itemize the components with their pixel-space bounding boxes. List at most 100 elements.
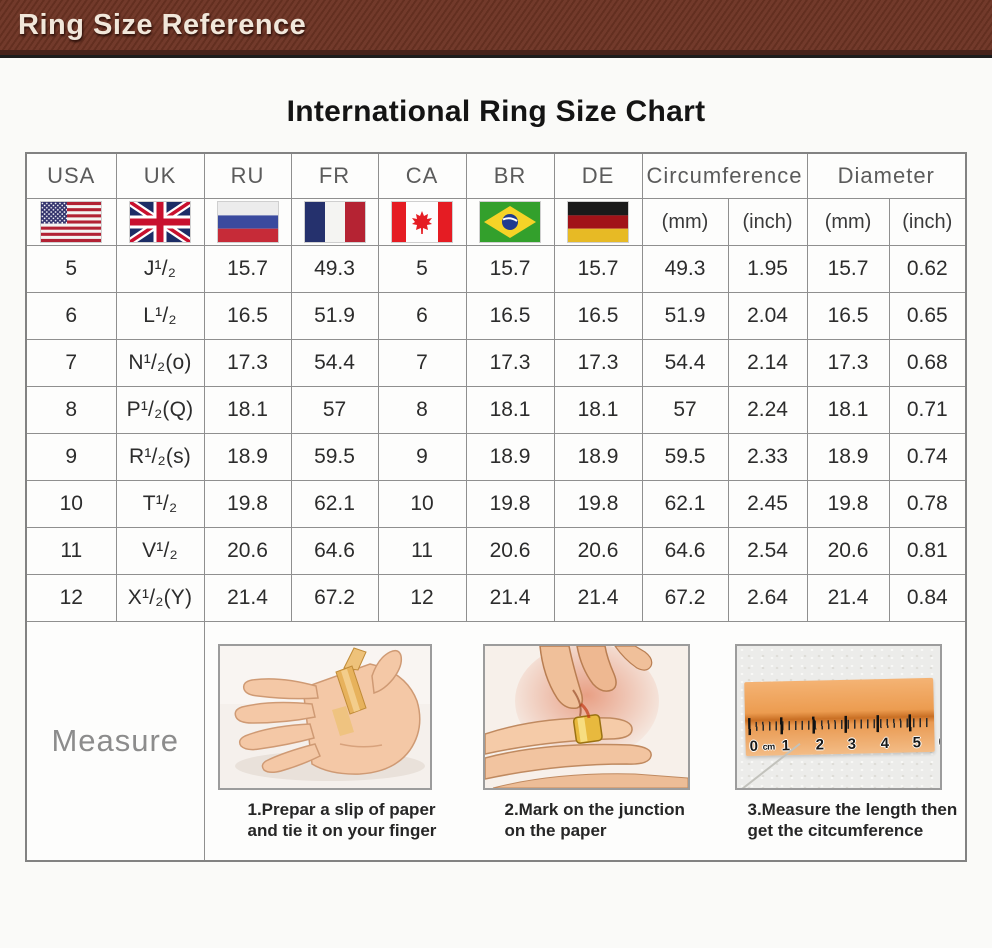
dia-inch-cell: 0.81 [888, 527, 967, 575]
ca-cell: 10 [377, 480, 467, 528]
dia-inch-cell: 0.68 [888, 339, 967, 387]
uk-cell: X¹/₂(Y) [115, 574, 205, 622]
germany-flag-icon [567, 201, 629, 243]
uk-cell: N¹/₂(o) [115, 339, 205, 387]
uk-cell: L¹/₂ [115, 292, 205, 340]
uk-cell: T¹/₂ [115, 480, 205, 528]
circ-inch-cell: 2.33 [727, 433, 808, 481]
dia-mm-cell: 18.1 [806, 386, 890, 434]
ru-cell: 19.8 [203, 480, 292, 528]
ca-cell: 6 [377, 292, 467, 340]
dia-inch-cell: 0.65 [888, 292, 967, 340]
br-cell: 20.6 [465, 527, 555, 575]
hand-with-paper-strip-image [217, 644, 432, 790]
col-header-ru: RU [203, 152, 292, 199]
instruction-caption-1: 1.Prepar a slip of paper and tie it on y… [247, 800, 437, 840]
col-header-br: BR [465, 152, 555, 199]
ring-size-row: 11 V¹/₂ 20.6 64.6 11 20.6 20.6 64.6 2.54… [25, 527, 967, 575]
circumference-mm-unit: (mm) [641, 198, 729, 246]
ring-size-table: USA UK RU FR CA BR DE Circumference Diam… [25, 152, 968, 862]
uk-cell: V¹/₂ [115, 527, 205, 575]
de-cell: 19.8 [553, 480, 643, 528]
dia-mm-cell: 21.4 [806, 574, 890, 622]
fr-cell: 62.1 [290, 480, 379, 528]
ca-cell: 8 [377, 386, 467, 434]
ru-cell: 18.9 [203, 433, 292, 481]
ru-cell: 18.1 [203, 386, 292, 434]
marking-paper-image [482, 644, 690, 790]
measure-instructions: 0 cm 1 2 3 4 5 6 1.Prepar a slip of pape… [205, 622, 966, 860]
dia-mm-cell: 15.7 [806, 245, 890, 293]
dia-inch-cell: 0.74 [888, 433, 967, 481]
fr-cell: 54.4 [290, 339, 379, 387]
measure-label: Measure [25, 621, 205, 862]
banner-title: Ring Size Reference [18, 8, 307, 41]
measure-row: Measure [25, 621, 967, 862]
dia-mm-cell: 17.3 [806, 339, 890, 387]
header-row: USA UK RU FR CA BR DE Circumference Diam… [25, 152, 967, 199]
de-cell: 15.7 [553, 245, 643, 293]
dia-inch-cell: 0.62 [888, 245, 967, 293]
de-cell: 21.4 [553, 574, 643, 622]
fr-cell: 64.6 [290, 527, 379, 575]
ca-cell: 9 [377, 433, 467, 481]
circ-inch-cell: 2.14 [727, 339, 808, 387]
fr-cell: 49.3 [290, 245, 379, 293]
de-cell: 18.9 [553, 433, 643, 481]
dia-mm-cell: 16.5 [806, 292, 890, 340]
dia-mm-cell: 20.6 [806, 527, 890, 575]
circ-inch-cell: 2.64 [727, 574, 808, 622]
ring-size-row: 8 P¹/₂(Q) 18.1 57 8 18.1 18.1 57 2.24 18… [25, 386, 967, 434]
br-cell: 17.3 [465, 339, 555, 387]
de-cell: 17.3 [553, 339, 643, 387]
circ-mm-cell: 49.3 [641, 245, 729, 293]
uk-cell: R¹/₂(s) [115, 433, 205, 481]
col-header-circumference: Circumference [641, 152, 808, 199]
ruler-measuring-image: 0 cm 1 2 3 4 5 6 [734, 644, 942, 790]
usa-cell: 5 [25, 245, 117, 293]
circ-inch-cell: 2.45 [727, 480, 808, 528]
instruction-caption-3: 3.Measure the length then get the citcum… [747, 800, 958, 840]
usa-cell: 11 [25, 527, 117, 575]
dia-inch-cell: 0.78 [888, 480, 967, 528]
dia-mm-cell: 19.8 [806, 480, 890, 528]
circ-inch-cell: 1.95 [727, 245, 808, 293]
ring-size-row: 7 N¹/₂(o) 17.3 54.4 7 17.3 17.3 54.4 2.1… [25, 339, 967, 387]
diameter-inch-unit: (inch) [888, 198, 967, 246]
br-cell: 21.4 [465, 574, 555, 622]
russia-flag-icon [216, 201, 279, 243]
ring-size-row: 10 T¹/₂ 19.8 62.1 10 19.8 19.8 62.1 2.45… [25, 480, 967, 528]
banner: Ring Size Reference [0, 0, 992, 55]
fr-cell: 57 [290, 386, 379, 434]
col-header-uk: UK [115, 152, 205, 199]
fr-cell: 51.9 [290, 292, 379, 340]
col-header-de: DE [553, 152, 643, 199]
usa-cell: 7 [25, 339, 117, 387]
brazil-flag-icon [479, 201, 541, 243]
ruler-mark: 2 [814, 736, 824, 754]
usa-cell: 8 [25, 386, 117, 434]
usa-cell: 10 [25, 480, 117, 528]
br-cell: 15.7 [465, 245, 555, 293]
uk-cell: P¹/₂(Q) [115, 386, 205, 434]
page: Ring Size Reference International Ring S… [0, 0, 992, 862]
ruler-mark: 3 [846, 735, 856, 753]
uk-cell: J¹/₂ [115, 245, 205, 293]
ru-cell: 16.5 [203, 292, 292, 340]
ring-size-row: 6 L¹/₂ 16.5 51.9 6 16.5 16.5 51.9 2.04 1… [25, 292, 967, 340]
ring-size-row: 9 R¹/₂(s) 18.9 59.5 9 18.9 18.9 59.5 2.3… [25, 433, 967, 481]
france-flag-icon [303, 201, 366, 243]
usa-flag-icon [40, 201, 103, 243]
dia-inch-cell: 0.71 [888, 386, 967, 434]
dia-inch-cell: 0.84 [888, 574, 967, 622]
ring-size-row: 5 J¹/₂ 15.7 49.3 5 15.7 15.7 49.3 1.95 1… [25, 245, 967, 293]
fr-cell: 59.5 [290, 433, 379, 481]
de-cell: 20.6 [553, 527, 643, 575]
col-header-diameter: Diameter [806, 152, 967, 199]
de-cell: 18.1 [553, 386, 643, 434]
circ-inch-cell: 2.04 [727, 292, 808, 340]
flag-row: (mm) (inch) (mm) (inch) [25, 198, 967, 246]
circ-inch-cell: 2.54 [727, 527, 808, 575]
ca-cell: 7 [377, 339, 467, 387]
ru-cell: 15.7 [203, 245, 292, 293]
